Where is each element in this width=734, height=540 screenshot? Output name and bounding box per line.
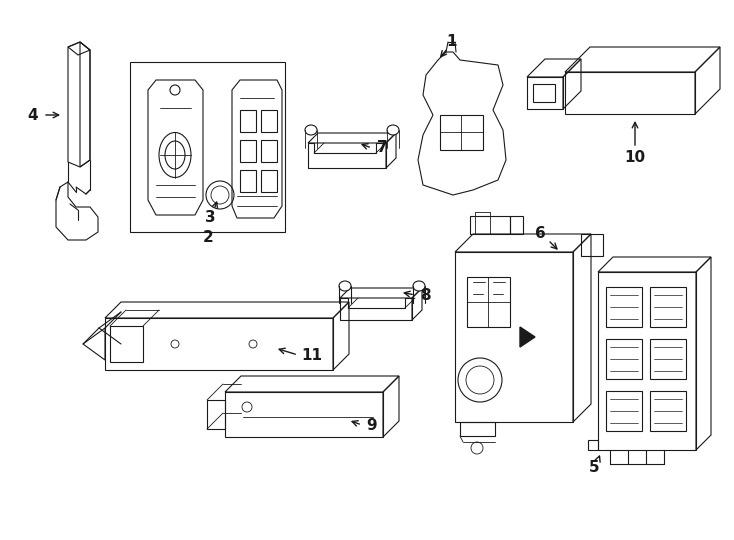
Text: 3: 3 <box>205 211 215 226</box>
Ellipse shape <box>339 281 351 291</box>
Text: 6: 6 <box>534 226 545 241</box>
Text: 9: 9 <box>367 417 377 433</box>
Text: 2: 2 <box>203 231 214 246</box>
Ellipse shape <box>305 125 317 135</box>
Text: 7: 7 <box>377 140 388 156</box>
Text: 1: 1 <box>447 35 457 50</box>
Ellipse shape <box>387 125 399 135</box>
Text: 10: 10 <box>625 151 646 165</box>
Text: 11: 11 <box>302 348 322 362</box>
Text: 8: 8 <box>420 287 430 302</box>
Polygon shape <box>520 327 535 347</box>
Text: 5: 5 <box>589 461 600 476</box>
Ellipse shape <box>413 281 425 291</box>
Text: 4: 4 <box>28 107 38 123</box>
